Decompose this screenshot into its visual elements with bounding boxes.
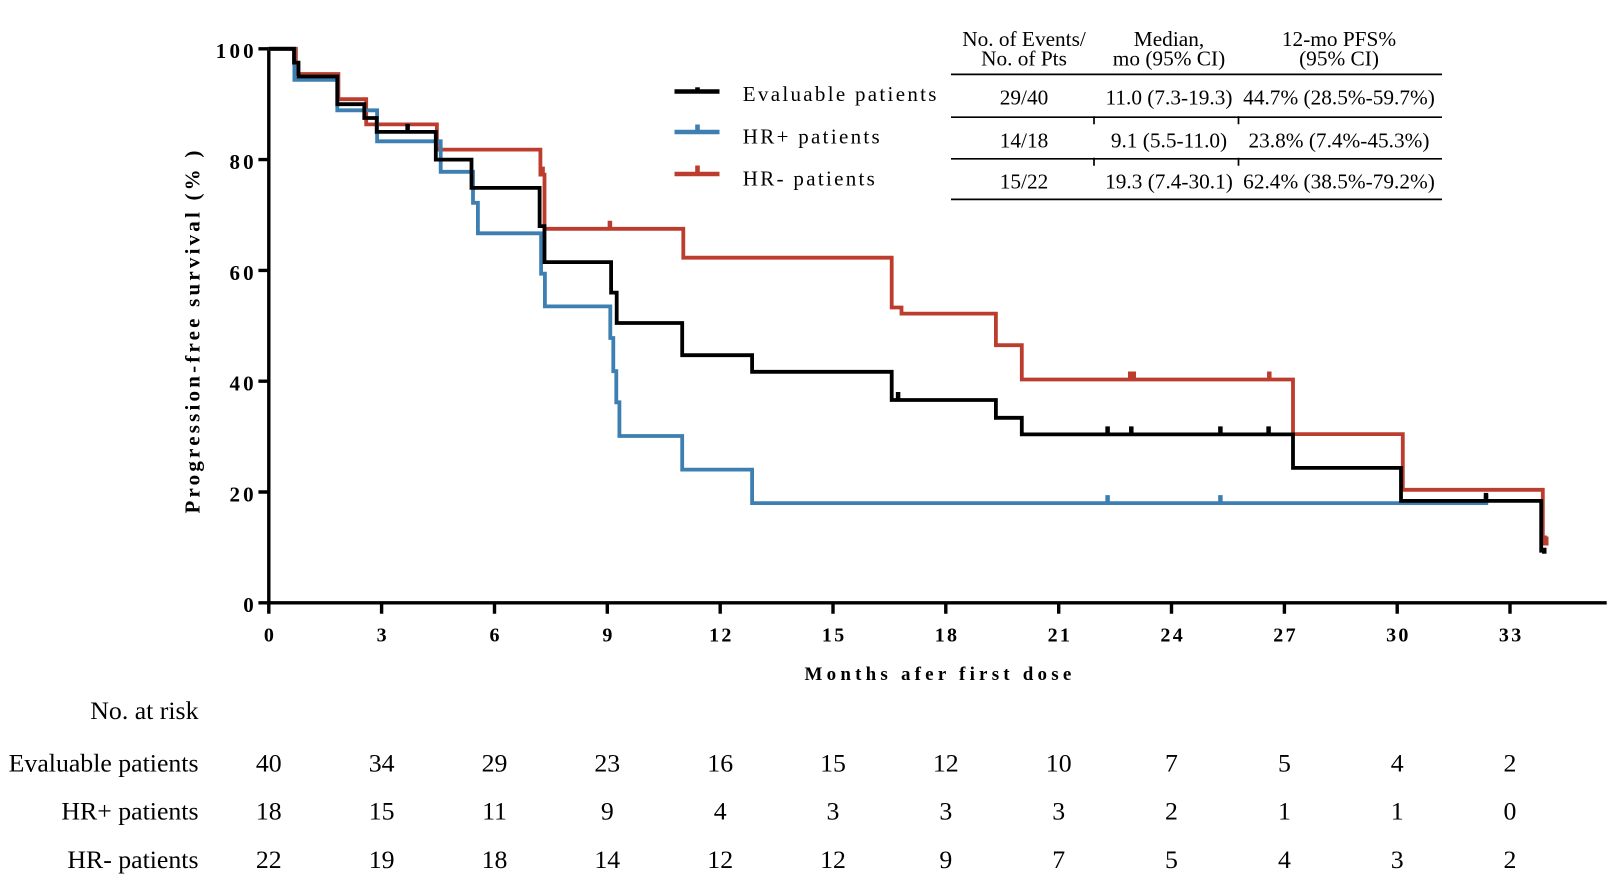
svg-text:20: 20 [229, 482, 256, 506]
svg-text:16: 16 [707, 749, 733, 778]
svg-text:3: 3 [377, 625, 389, 647]
svg-text:33: 33 [1499, 625, 1524, 647]
svg-text:15/22: 15/22 [1000, 170, 1049, 194]
svg-text:12: 12 [709, 625, 734, 647]
svg-text:15: 15 [822, 625, 847, 647]
svg-text:29/40: 29/40 [1000, 86, 1049, 110]
svg-text:14/18: 14/18 [1000, 129, 1049, 153]
svg-text:4: 4 [714, 797, 727, 826]
svg-text:27: 27 [1273, 625, 1298, 647]
svg-text:15: 15 [820, 749, 846, 778]
svg-text:44.7% (28.5%-59.7%): 44.7% (28.5%-59.7%) [1243, 86, 1435, 110]
svg-text:0: 0 [243, 593, 257, 617]
svg-text:60: 60 [229, 261, 256, 285]
svg-text:18: 18 [935, 625, 960, 647]
svg-text:7: 7 [1052, 845, 1065, 874]
svg-text:5: 5 [1278, 749, 1291, 778]
svg-text:HR- patients: HR- patients [743, 167, 877, 191]
svg-text:(95% CI): (95% CI) [1299, 47, 1379, 71]
svg-text:HR- patients: HR- patients [67, 845, 198, 874]
svg-text:19: 19 [369, 845, 395, 874]
svg-text:14: 14 [594, 845, 620, 874]
svg-text:No. at risk: No. at risk [90, 696, 198, 725]
svg-text:HR+ patients: HR+ patients [743, 125, 882, 149]
svg-text:10: 10 [1046, 749, 1072, 778]
svg-text:9: 9 [602, 625, 614, 647]
svg-text:29: 29 [482, 749, 508, 778]
svg-text:3: 3 [1391, 845, 1404, 874]
svg-text:11.0 (7.3-19.3): 11.0 (7.3-19.3) [1106, 86, 1233, 110]
svg-text:23.8% (7.4%-45.3%): 23.8% (7.4%-45.3%) [1249, 129, 1430, 153]
svg-text:62.4% (38.5%-79.2%): 62.4% (38.5%-79.2%) [1243, 170, 1435, 194]
svg-text:9.1 (5.5-11.0): 9.1 (5.5-11.0) [1111, 129, 1227, 153]
svg-text:Months afer first dose: Months afer first dose [805, 664, 1076, 685]
svg-text:5: 5 [1165, 845, 1178, 874]
svg-text:3: 3 [827, 797, 840, 826]
svg-text:0: 0 [264, 625, 276, 647]
svg-text:Median,: Median, [1134, 27, 1204, 51]
svg-text:Evaluable patients: Evaluable patients [9, 749, 199, 778]
svg-text:21: 21 [1048, 625, 1073, 647]
svg-text:24: 24 [1160, 625, 1185, 647]
svg-text:No. of Pts: No. of Pts [981, 47, 1067, 71]
svg-text:4: 4 [1391, 749, 1404, 778]
svg-text:22: 22 [256, 845, 282, 874]
svg-text:12-mo PFS%: 12-mo PFS% [1282, 27, 1396, 51]
svg-text:18: 18 [256, 797, 282, 826]
svg-text:1: 1 [1391, 797, 1404, 826]
svg-text:HR+ patients: HR+ patients [61, 797, 198, 826]
svg-text:34: 34 [369, 749, 395, 778]
svg-text:4: 4 [1278, 845, 1291, 874]
svg-text:100: 100 [216, 39, 257, 63]
svg-text:3: 3 [1052, 797, 1065, 826]
svg-text:40: 40 [229, 372, 256, 396]
svg-text:0: 0 [1504, 797, 1517, 826]
svg-text:9: 9 [601, 797, 614, 826]
svg-text:Progression-free survival (% ): Progression-free survival (% ) [181, 147, 205, 513]
svg-text:Evaluable patients: Evaluable patients [743, 82, 939, 106]
svg-text:19.3 (7.4-30.1): 19.3 (7.4-30.1) [1105, 170, 1233, 194]
svg-text:18: 18 [482, 845, 508, 874]
svg-text:15: 15 [369, 797, 395, 826]
svg-text:No. of Events/: No. of Events/ [962, 27, 1086, 51]
svg-text:2: 2 [1504, 749, 1517, 778]
svg-text:1: 1 [1278, 797, 1291, 826]
svg-text:9: 9 [939, 845, 952, 874]
svg-text:mo (95% CI): mo (95% CI) [1113, 47, 1225, 71]
svg-text:2: 2 [1504, 845, 1517, 874]
svg-text:80: 80 [229, 150, 256, 174]
svg-text:40: 40 [256, 749, 282, 778]
svg-text:7: 7 [1165, 749, 1178, 778]
svg-text:2: 2 [1165, 797, 1178, 826]
svg-text:12: 12 [820, 845, 846, 874]
svg-text:6: 6 [490, 625, 502, 647]
svg-text:12: 12 [707, 845, 733, 874]
svg-text:30: 30 [1386, 625, 1411, 647]
svg-text:12: 12 [933, 749, 959, 778]
svg-text:3: 3 [939, 797, 952, 826]
svg-text:23: 23 [594, 749, 620, 778]
svg-text:11: 11 [482, 797, 507, 826]
